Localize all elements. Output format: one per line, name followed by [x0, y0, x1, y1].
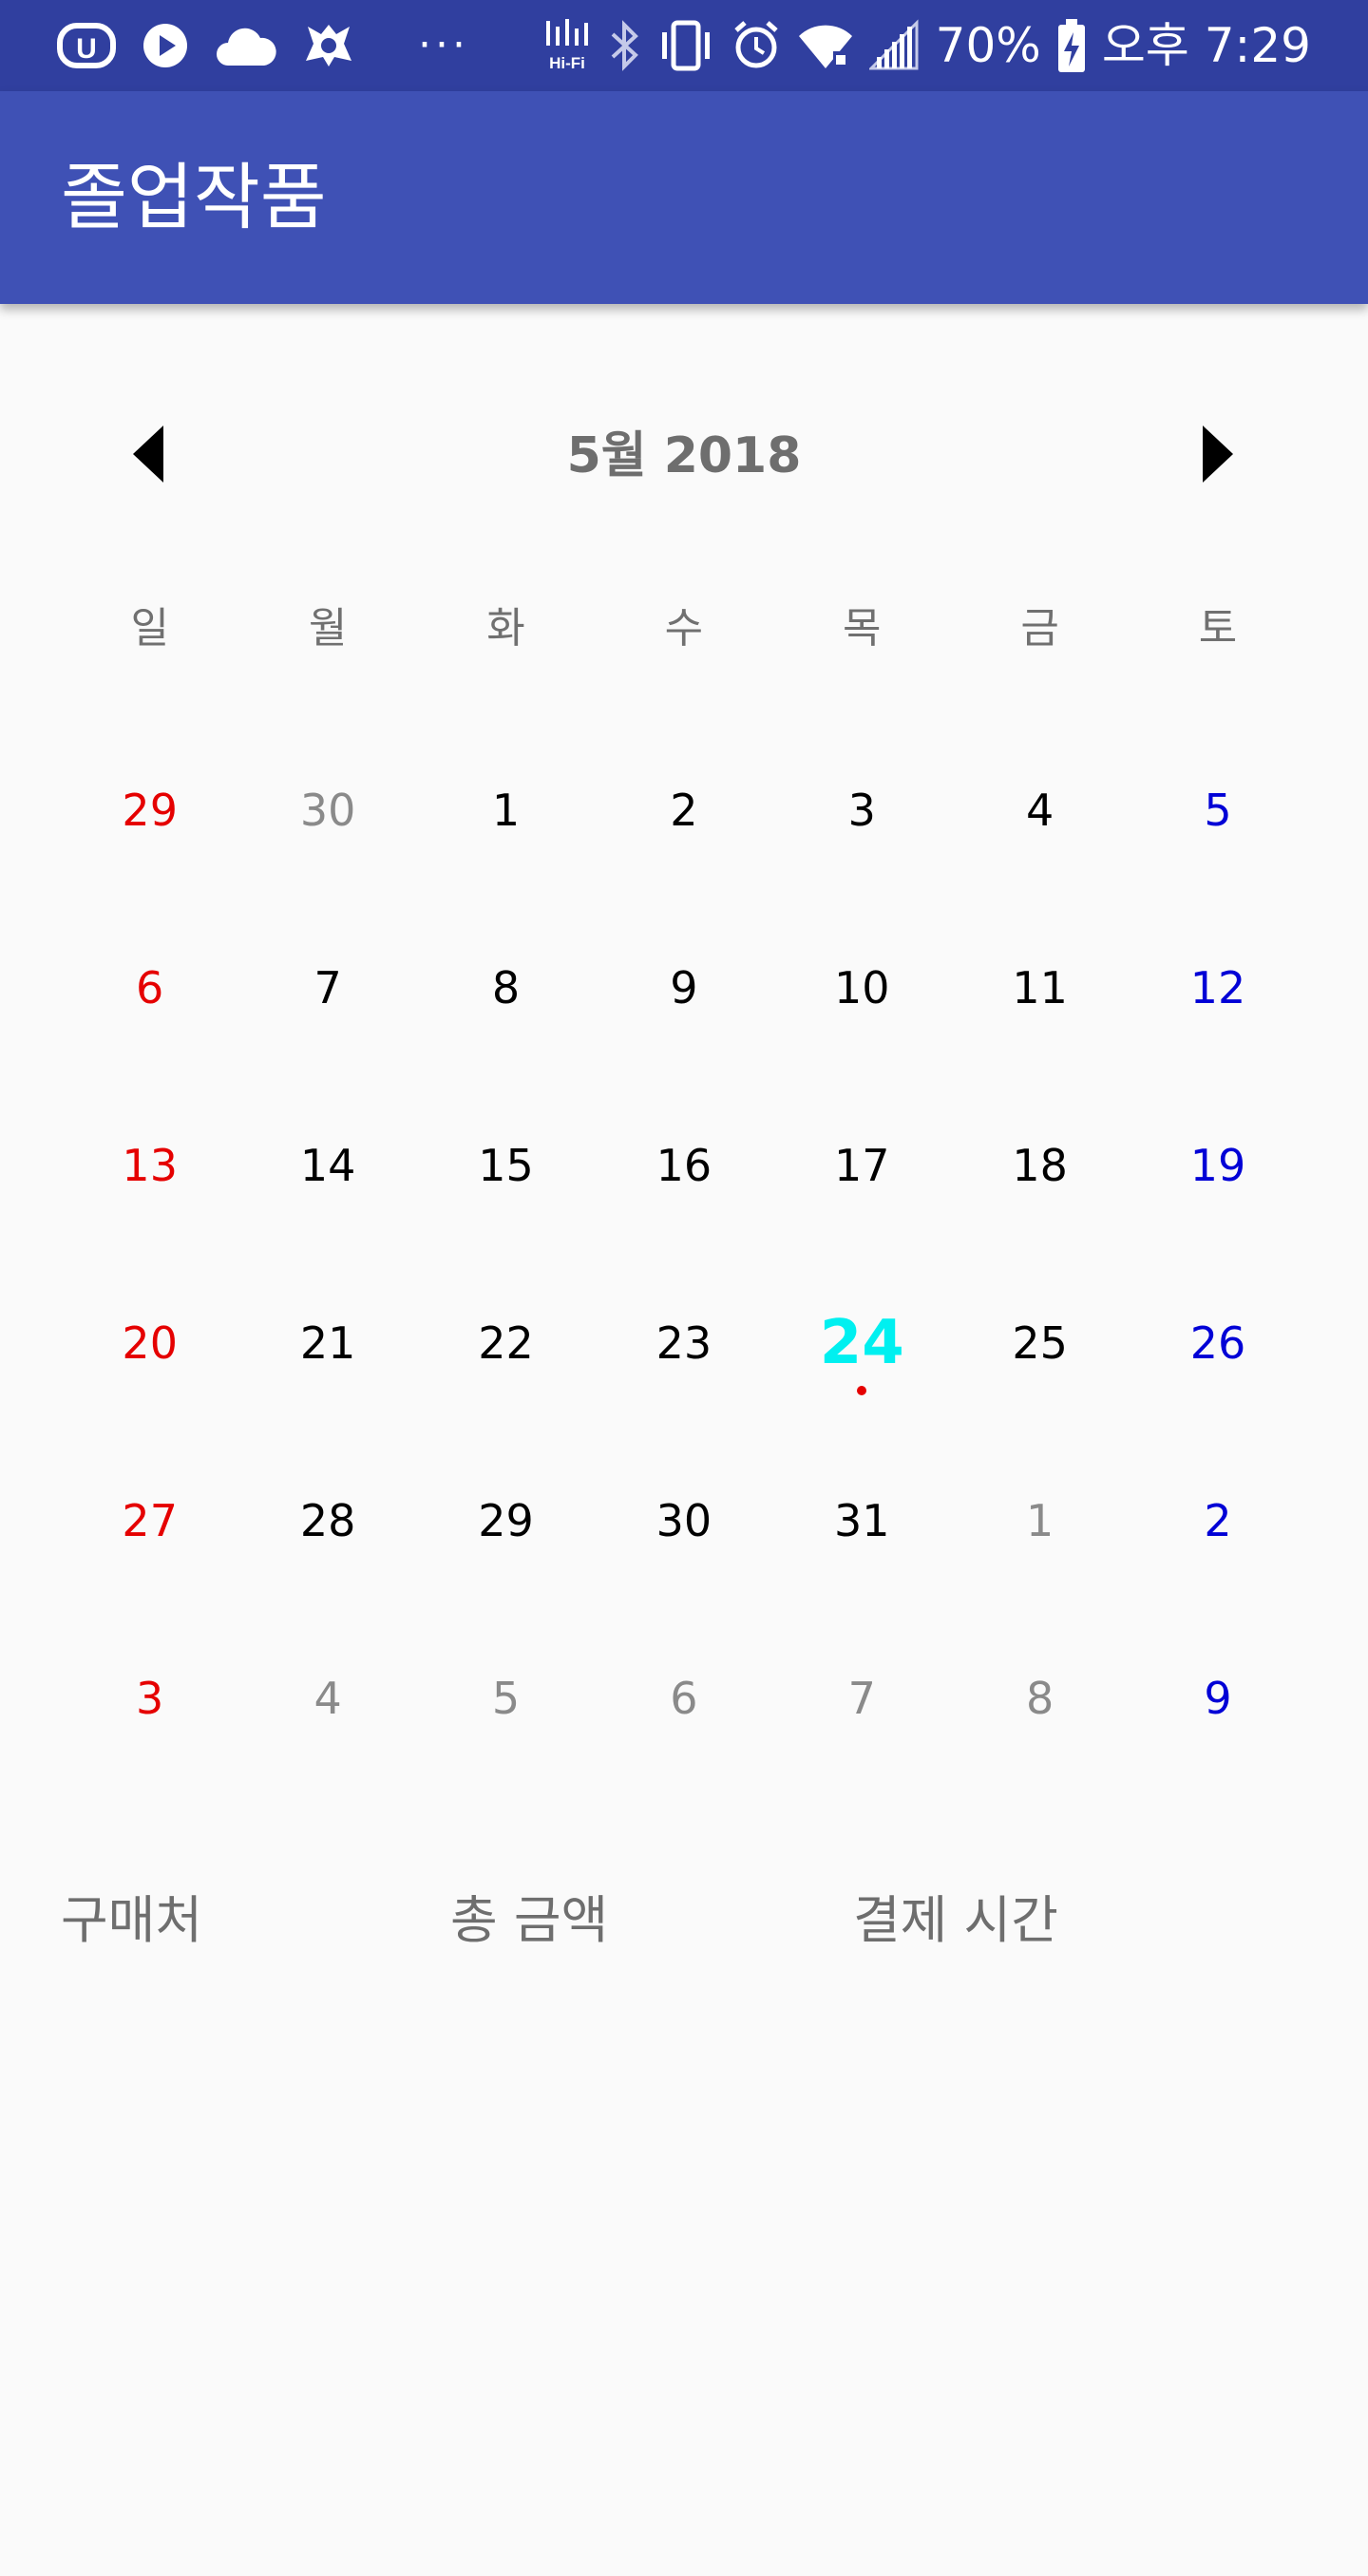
calendar-week: 13 14 15 16 17 18 19	[61, 1115, 1307, 1293]
calendar-day[interactable]: 3	[847, 785, 876, 836]
weekday-row: 일 월 화 수 목 금 토	[61, 581, 1307, 676]
calendar-day[interactable]: 17	[833, 1140, 890, 1191]
app-icon	[302, 21, 355, 70]
calendar-day[interactable]: 7	[314, 962, 342, 1013]
bluetooth-icon	[609, 19, 641, 72]
calendar-day[interactable]: 1	[491, 785, 521, 836]
calendar-day[interactable]: 9	[1204, 1673, 1232, 1724]
calendar-day[interactable]: 6	[136, 962, 164, 1013]
clock: 오후 7:29	[1101, 18, 1311, 73]
calendar-day[interactable]: 15	[478, 1140, 534, 1191]
weekday-label: 수	[664, 604, 704, 653]
app-title: 졸업작품	[61, 155, 327, 239]
calendar-day[interactable]: 29	[478, 1495, 534, 1546]
hifi-icon: Hi-Fi	[541, 17, 594, 74]
more-icon: ···	[418, 21, 469, 69]
calendar-day[interactable]: 5	[1204, 785, 1232, 836]
calendar-day[interactable]: 5	[491, 1673, 521, 1724]
amount-column-label: 총 금액	[450, 1890, 609, 1950]
calendar-day[interactable]: 27	[122, 1495, 178, 1546]
calendar-day[interactable]: 2	[1204, 1495, 1232, 1546]
calendar-grid: 29 30 1 2 3 4 5 6 7 8 9 10 11 12 13 14 1…	[61, 760, 1307, 1826]
cloud-icon	[215, 24, 277, 67]
calendar-day[interactable]: 16	[656, 1140, 712, 1191]
calendar-week: 27 28 29 30 31 1 2	[61, 1470, 1307, 1648]
calendar-day[interactable]: 21	[299, 1317, 356, 1369]
u-plus-icon: U	[57, 21, 116, 70]
calendar-week: 20 21 22 23 24 25 26	[61, 1293, 1307, 1470]
status-bar: U ···	[0, 0, 1368, 91]
calendar-day[interactable]: 30	[299, 785, 356, 836]
calendar-day[interactable]: 18	[1012, 1140, 1068, 1191]
wifi-icon	[797, 19, 854, 72]
calendar-day[interactable]: 25	[1012, 1317, 1068, 1369]
calendar-day[interactable]: 4	[1026, 785, 1054, 836]
calendar-day[interactable]: 29	[122, 785, 178, 836]
weekday-label: 목	[843, 604, 882, 653]
calendar-day[interactable]: 6	[670, 1673, 698, 1724]
status-bar-left: U ···	[57, 0, 469, 91]
calendar-day[interactable]: 31	[833, 1495, 890, 1546]
vibrate-icon	[656, 19, 715, 72]
battery-percent: 70%	[935, 18, 1041, 73]
signal-icon	[868, 19, 921, 72]
calendar-day[interactable]: 28	[299, 1495, 356, 1546]
hifi-label: Hi-Fi	[549, 54, 585, 72]
calendar-day[interactable]: 19	[1189, 1140, 1246, 1191]
calendar-day[interactable]: 30	[656, 1495, 712, 1546]
calendar-week: 29 30 1 2 3 4 5	[61, 760, 1307, 938]
calendar-week: 6 7 8 9 10 11 12	[61, 938, 1307, 1115]
calendar-day[interactable]: 8	[1026, 1673, 1054, 1724]
calendar-day[interactable]: 3	[136, 1673, 164, 1724]
month-title: 5월 2018	[566, 427, 802, 484]
calendar-day[interactable]: 1	[1026, 1495, 1054, 1546]
calendar-day[interactable]: 22	[478, 1317, 534, 1369]
today-label: 24	[819, 1308, 904, 1378]
calendar-day[interactable]: 12	[1189, 962, 1246, 1013]
calendar-day[interactable]: 4	[314, 1673, 342, 1724]
calendar-day[interactable]: 13	[122, 1140, 178, 1191]
svg-text:U: U	[76, 33, 97, 65]
calendar-day[interactable]: 20	[122, 1317, 178, 1369]
calendar-day[interactable]: 10	[833, 962, 890, 1013]
calendar-day[interactable]: 2	[670, 785, 698, 836]
calendar-day[interactable]: 23	[656, 1317, 712, 1369]
weekday-label: 화	[486, 604, 525, 653]
alarm-icon	[731, 19, 782, 72]
merchant-column-label: 구매처	[61, 1890, 203, 1950]
next-month-button[interactable]	[1180, 416, 1256, 492]
payment-time-column-label: 결제 시간	[853, 1890, 1058, 1950]
calendar-day-today[interactable]: 24	[773, 1293, 951, 1395]
calendar-week: 3 4 5 6 7 8 9	[61, 1648, 1307, 1826]
calendar-day[interactable]: 8	[491, 962, 521, 1013]
app-bar: 졸업작품	[0, 91, 1368, 304]
caret-right-icon	[1203, 426, 1233, 483]
weekday-label: 토	[1198, 604, 1238, 653]
battery-icon	[1056, 17, 1087, 74]
event-dot	[857, 1386, 867, 1395]
previous-month-button[interactable]	[110, 416, 186, 492]
calendar-day[interactable]: 14	[299, 1140, 356, 1191]
play-icon	[141, 21, 190, 70]
weekday-label: 금	[1020, 604, 1059, 653]
calendar-header: 5월 2018	[0, 399, 1368, 513]
weekday-label: 월	[308, 604, 348, 653]
status-bar-right: Hi-Fi	[541, 0, 1311, 91]
caret-left-icon	[133, 426, 163, 483]
calendar-day[interactable]: 9	[670, 962, 698, 1013]
calendar-day[interactable]: 26	[1189, 1317, 1246, 1369]
calendar-day[interactable]: 11	[1012, 962, 1068, 1013]
purchase-list-header: 구매처 총 금액 결제 시간	[0, 1873, 1368, 1968]
calendar-day[interactable]: 7	[847, 1673, 876, 1724]
weekday-label: 일	[130, 604, 169, 653]
